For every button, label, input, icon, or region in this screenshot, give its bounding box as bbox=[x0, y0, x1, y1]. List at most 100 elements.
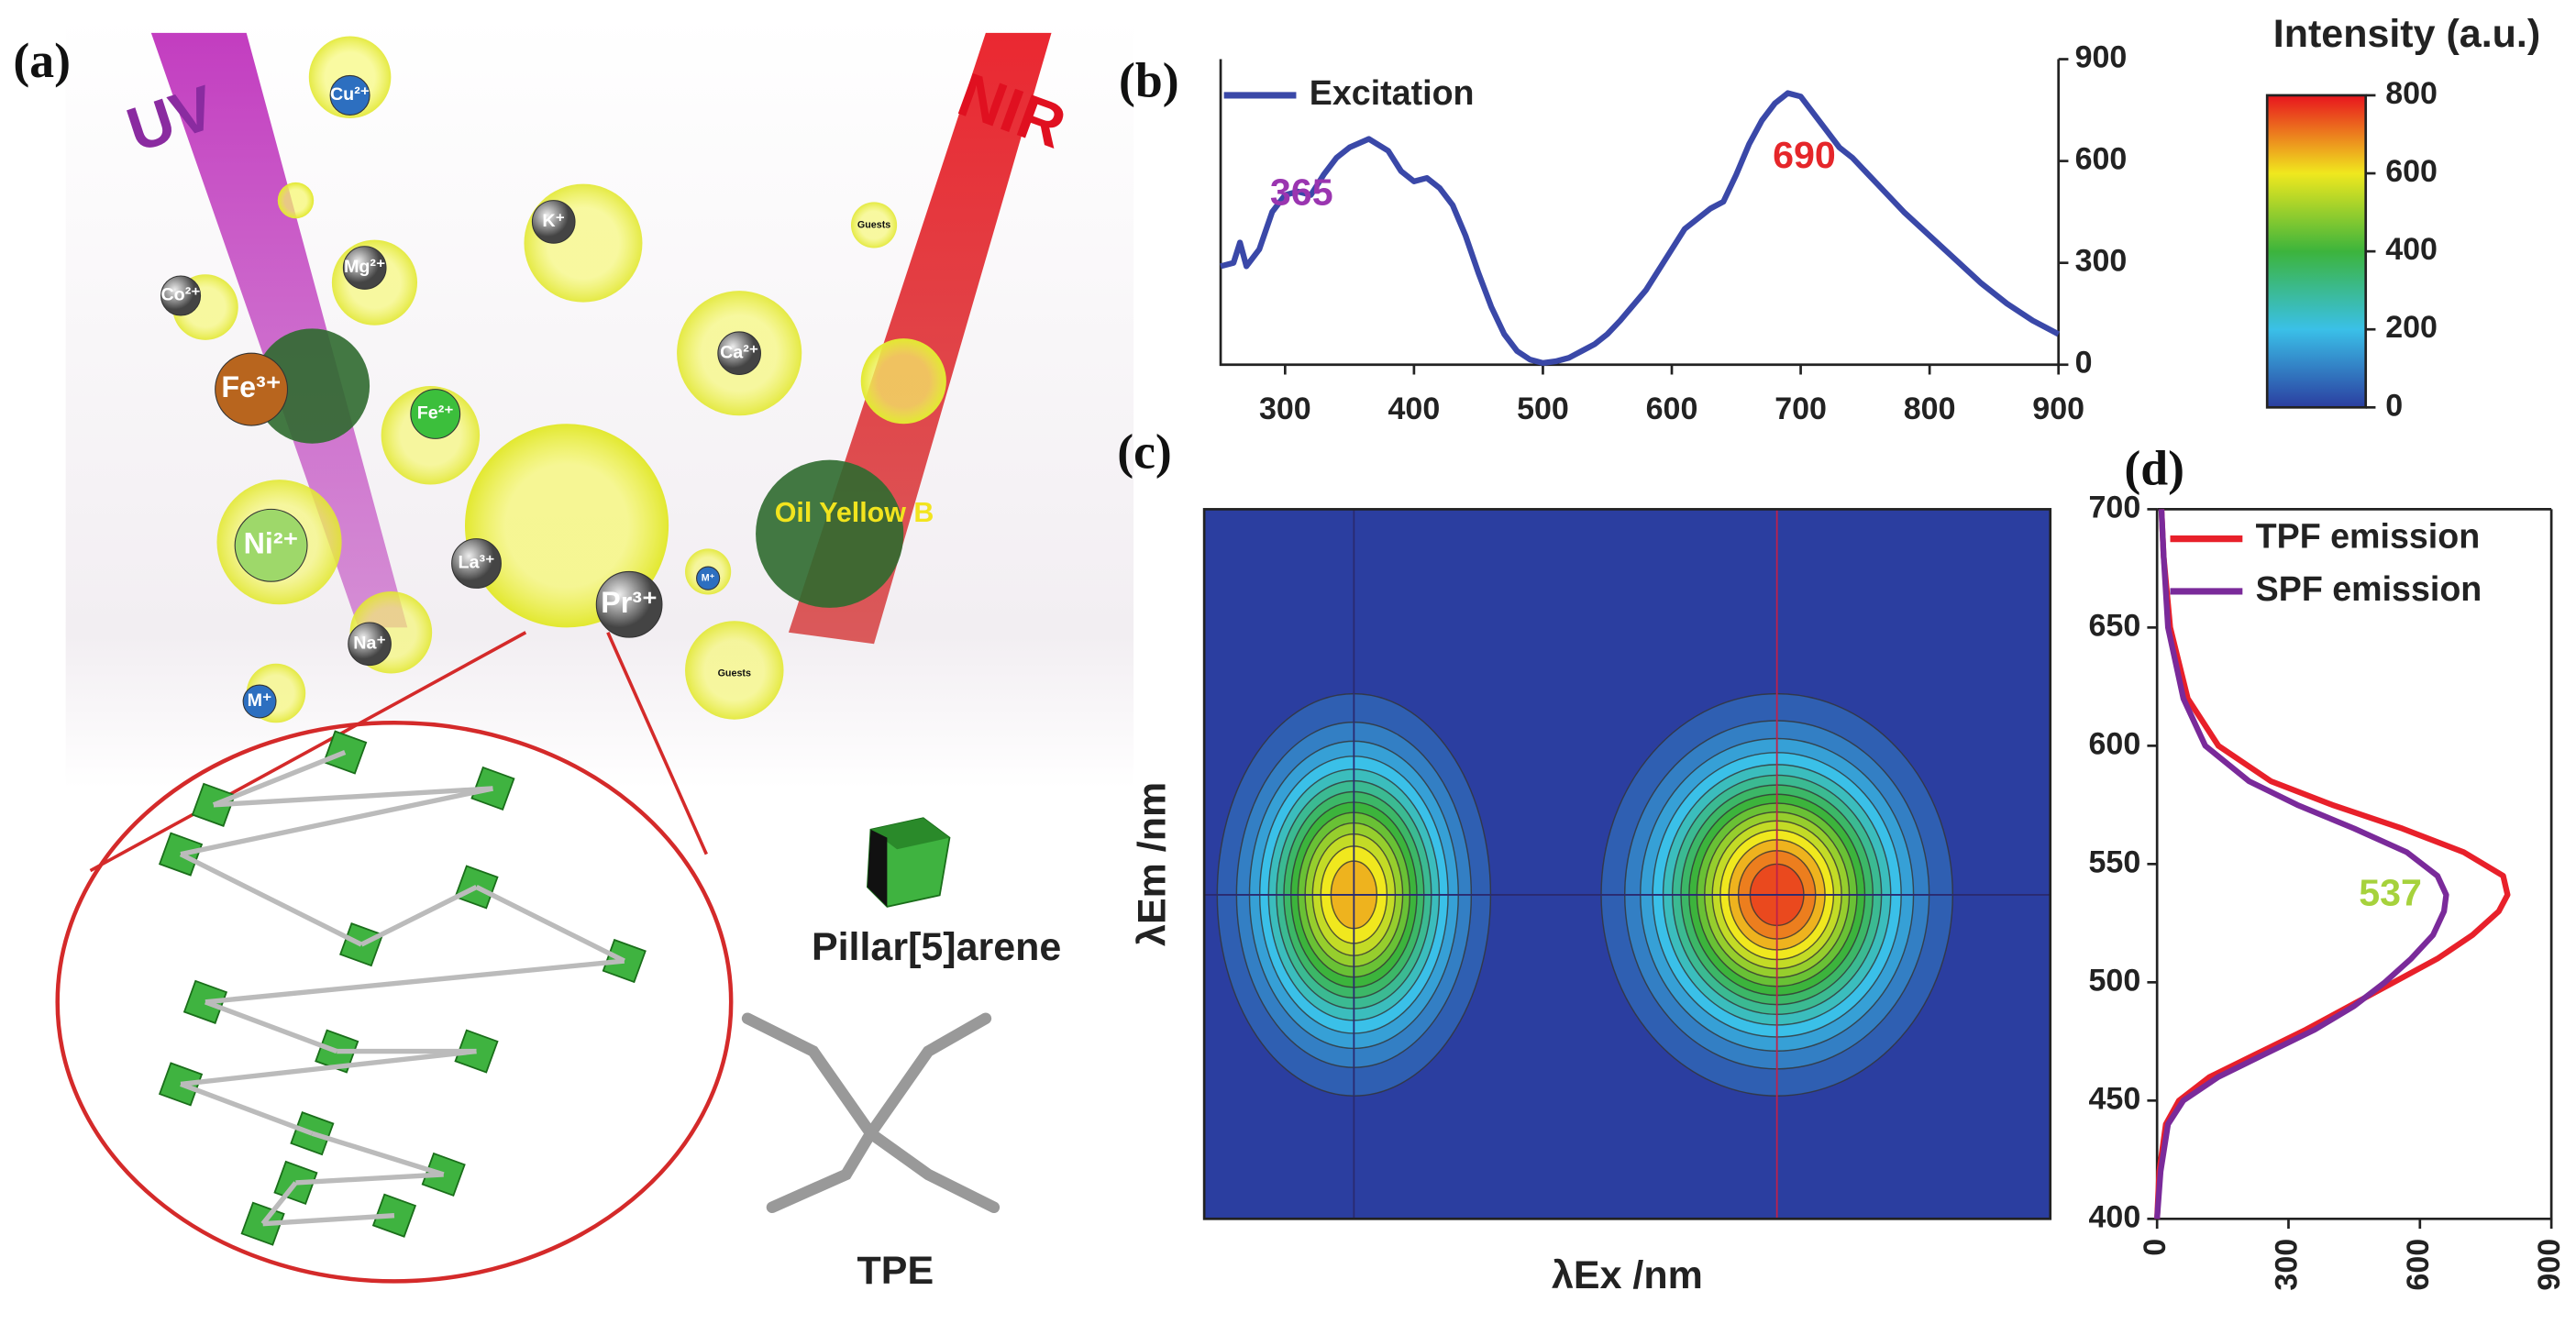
ion-label: La³⁺ bbox=[459, 553, 495, 573]
panel-label: (d) bbox=[2124, 440, 2184, 495]
y-tick-label: 600 bbox=[2088, 726, 2140, 761]
annotation: 365 bbox=[1270, 171, 1333, 214]
x-tick-label: 400 bbox=[1388, 392, 1441, 426]
ion bbox=[410, 389, 461, 439]
legend-label: TPF emission bbox=[2256, 517, 2481, 556]
x-tick-label: 500 bbox=[1517, 392, 1569, 426]
ion-label: Cu²⁺ bbox=[330, 84, 370, 105]
series-line bbox=[2154, 509, 2449, 1219]
ion-label: Oil Yellow B bbox=[775, 497, 934, 528]
framework bbox=[158, 730, 647, 1246]
annotation: 537 bbox=[2359, 871, 2422, 913]
x-axis-label: λEx /nm bbox=[1552, 1253, 1703, 1297]
ion-label: Ca²⁺ bbox=[720, 342, 758, 362]
x-tick-label: 300 bbox=[2269, 1239, 2304, 1291]
linker bbox=[311, 1131, 445, 1177]
x-tick-label: 700 bbox=[1774, 392, 1827, 426]
y-axis-label: λEm /nm bbox=[1131, 782, 1175, 946]
ion bbox=[234, 508, 308, 582]
axes bbox=[1219, 59, 2061, 367]
ion-label: Guests bbox=[718, 668, 751, 679]
pillar-cube bbox=[371, 1193, 417, 1238]
ion-label: Mg²⁺ bbox=[344, 257, 385, 277]
linker bbox=[260, 1181, 298, 1226]
colorbar-tick-label: 400 bbox=[2385, 232, 2438, 267]
x-tick-label: 300 bbox=[1259, 392, 1311, 426]
x-tick-label: 600 bbox=[2401, 1239, 2436, 1291]
cage bbox=[850, 202, 898, 248]
ion-label: K⁺ bbox=[542, 211, 565, 231]
ion bbox=[717, 331, 761, 376]
panel-label: (b) bbox=[1119, 53, 1179, 108]
colorbar-title: Intensity (a.u.) bbox=[2273, 12, 2540, 56]
ion bbox=[348, 622, 392, 667]
ion-label: Fe²⁺ bbox=[417, 403, 454, 424]
colorbar-tick-label: 800 bbox=[2385, 76, 2438, 111]
linker bbox=[180, 786, 493, 857]
ion-label: M⁺ bbox=[702, 572, 715, 583]
inset-ellipse bbox=[55, 721, 734, 1284]
molecule-label: Pillar[5]arene bbox=[812, 925, 1061, 969]
cage bbox=[860, 338, 946, 425]
linker bbox=[213, 786, 493, 808]
linker bbox=[262, 1213, 395, 1227]
ion-label: M⁺ bbox=[248, 690, 272, 711]
x-tick-label: 800 bbox=[1904, 392, 1956, 426]
ion bbox=[160, 275, 202, 316]
ion-label: Ni²⁺ bbox=[244, 526, 299, 559]
linker bbox=[180, 1048, 477, 1087]
y-tick-label: 400 bbox=[2088, 1199, 2140, 1234]
linker bbox=[295, 1172, 444, 1186]
x-tick-label: 0 bbox=[2138, 1239, 2172, 1256]
ion-label: Co²⁺ bbox=[160, 285, 200, 305]
x-tick-label: 600 bbox=[1646, 392, 1698, 426]
colorbar-tick-label: 200 bbox=[2385, 310, 2438, 345]
y-tick-label: 700 bbox=[2088, 490, 2140, 524]
y-tick-label: 450 bbox=[2088, 1081, 2140, 1116]
y-tick-label: 300 bbox=[2075, 244, 2128, 279]
legend-label: SPF emission bbox=[2256, 569, 2482, 608]
uv-beam bbox=[150, 32, 408, 628]
series-line bbox=[1220, 90, 2061, 367]
x-tick-label: 900 bbox=[2532, 1239, 2567, 1291]
axes bbox=[2155, 509, 2553, 1220]
colorbar-tick-label: 0 bbox=[2385, 388, 2403, 423]
ion-label: Pr³⁺ bbox=[601, 586, 658, 619]
annotation: 690 bbox=[1773, 134, 1836, 176]
linker bbox=[204, 999, 338, 1054]
tpe-icon bbox=[741, 1012, 1001, 1214]
cage bbox=[254, 328, 370, 444]
ion bbox=[595, 570, 663, 638]
ion bbox=[531, 200, 576, 244]
series-line bbox=[2154, 509, 2511, 1219]
x-tick-label: 900 bbox=[2032, 392, 2084, 426]
y-tick-label: 0 bbox=[2075, 346, 2093, 381]
legend-label: Excitation bbox=[1310, 73, 1475, 112]
panel-label: (c) bbox=[1117, 424, 1172, 479]
cage bbox=[524, 183, 643, 303]
molecule-label: TPE bbox=[857, 1249, 934, 1293]
linker bbox=[212, 750, 347, 808]
y-tick-label: 650 bbox=[2088, 608, 2140, 643]
panel-label: (a) bbox=[13, 33, 71, 88]
ion-label: Fe³⁺ bbox=[221, 370, 281, 403]
cage bbox=[685, 621, 784, 720]
linker bbox=[180, 1081, 314, 1136]
ion-label: Guests bbox=[857, 219, 890, 230]
ion bbox=[451, 538, 502, 589]
zoom-line bbox=[606, 632, 708, 855]
y-tick-label: 500 bbox=[2088, 963, 2140, 998]
ion bbox=[696, 566, 721, 590]
ion bbox=[329, 74, 370, 116]
zoom-line bbox=[89, 631, 527, 873]
linker bbox=[359, 885, 478, 947]
linker bbox=[205, 958, 625, 1005]
cage bbox=[277, 182, 315, 219]
y-tick-label: 600 bbox=[2075, 142, 2128, 177]
ion bbox=[342, 246, 387, 290]
pillararene-icon bbox=[866, 817, 951, 908]
colorbar bbox=[2265, 94, 2368, 409]
linker bbox=[179, 852, 363, 947]
